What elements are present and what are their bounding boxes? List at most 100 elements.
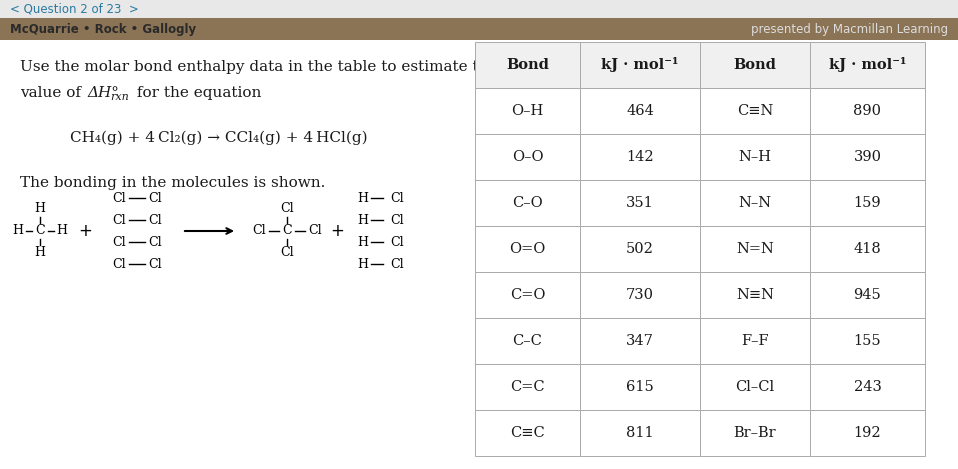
- Text: 347: 347: [627, 334, 654, 348]
- Text: O=O: O=O: [510, 242, 546, 256]
- Text: H: H: [357, 257, 369, 271]
- Text: Cl: Cl: [280, 203, 294, 215]
- Bar: [580, 272, 700, 318]
- Bar: [700, 180, 810, 226]
- Bar: [475, 272, 580, 318]
- Bar: [700, 364, 810, 410]
- Text: 730: 730: [626, 288, 654, 302]
- Text: O–O: O–O: [512, 150, 543, 164]
- Bar: [700, 134, 810, 180]
- Bar: [580, 88, 700, 134]
- Bar: [580, 410, 700, 456]
- Text: 159: 159: [854, 196, 881, 210]
- Text: Cl: Cl: [148, 191, 162, 204]
- Text: H: H: [57, 225, 67, 237]
- Text: H: H: [357, 191, 369, 204]
- Bar: [810, 410, 925, 456]
- Text: C: C: [35, 225, 45, 237]
- Bar: [475, 88, 580, 134]
- Text: +: +: [331, 222, 344, 240]
- Text: 192: 192: [854, 426, 881, 440]
- Text: 390: 390: [854, 150, 881, 164]
- Text: C=C: C=C: [511, 380, 545, 394]
- Text: 351: 351: [627, 196, 654, 210]
- Text: The bonding in the molecules is shown.: The bonding in the molecules is shown.: [20, 176, 326, 190]
- Text: O–H: O–H: [512, 104, 543, 118]
- Text: Cl: Cl: [148, 213, 162, 227]
- Text: presented by Macmillan Learning: presented by Macmillan Learning: [751, 23, 948, 36]
- Text: Bond: Bond: [506, 58, 549, 72]
- Text: 811: 811: [627, 426, 653, 440]
- Text: for the equation: for the equation: [132, 86, 262, 100]
- Text: Bond: Bond: [734, 58, 776, 72]
- Bar: [810, 272, 925, 318]
- Bar: [700, 318, 810, 364]
- Text: N≡N: N≡N: [736, 288, 774, 302]
- Text: 418: 418: [854, 242, 881, 256]
- Text: McQuarrie • Rock • Gallogly: McQuarrie • Rock • Gallogly: [10, 23, 196, 36]
- Bar: [810, 42, 925, 88]
- Text: C: C: [283, 225, 292, 237]
- Text: CH₄(g) + 4 Cl₂(g) → CCl₄(g) + 4 HCl(g): CH₄(g) + 4 Cl₂(g) → CCl₄(g) + 4 HCl(g): [70, 131, 368, 145]
- Text: ΔH°: ΔH°: [88, 86, 120, 100]
- Text: Cl: Cl: [112, 257, 125, 271]
- Text: Cl: Cl: [390, 257, 404, 271]
- Text: Cl: Cl: [280, 247, 294, 259]
- Text: F–F: F–F: [741, 334, 769, 348]
- Text: C=O: C=O: [510, 288, 545, 302]
- Bar: [700, 410, 810, 456]
- Bar: [475, 410, 580, 456]
- Bar: [475, 318, 580, 364]
- Bar: [475, 180, 580, 226]
- Text: H: H: [34, 247, 45, 259]
- Bar: [475, 42, 580, 88]
- Bar: [475, 226, 580, 272]
- Text: Cl: Cl: [390, 235, 404, 249]
- Text: kJ · mol⁻¹: kJ · mol⁻¹: [602, 58, 678, 73]
- Text: Cl: Cl: [112, 213, 125, 227]
- Text: H: H: [357, 235, 369, 249]
- Bar: [810, 134, 925, 180]
- Bar: [700, 226, 810, 272]
- Text: Cl: Cl: [252, 225, 265, 237]
- Text: 243: 243: [854, 380, 881, 394]
- Text: kJ · mol⁻¹: kJ · mol⁻¹: [829, 58, 906, 73]
- Text: Cl: Cl: [112, 235, 125, 249]
- Bar: [700, 272, 810, 318]
- Bar: [475, 364, 580, 410]
- Text: C–O: C–O: [513, 196, 543, 210]
- Bar: [700, 88, 810, 134]
- Text: H: H: [12, 225, 24, 237]
- Bar: [580, 226, 700, 272]
- Bar: [580, 134, 700, 180]
- Text: 502: 502: [627, 242, 654, 256]
- Text: Cl: Cl: [112, 191, 125, 204]
- Text: +: +: [78, 222, 92, 240]
- Bar: [580, 364, 700, 410]
- Text: Use the molar bond enthalpy data in the table to estimate the: Use the molar bond enthalpy data in the …: [20, 60, 497, 74]
- Text: C≡C: C≡C: [510, 426, 545, 440]
- Text: 945: 945: [854, 288, 881, 302]
- Bar: [0, 0, 958, 18]
- Text: Cl–Cl: Cl–Cl: [736, 380, 775, 394]
- Bar: [580, 42, 700, 88]
- Text: 142: 142: [627, 150, 653, 164]
- Text: N–N: N–N: [739, 196, 771, 210]
- Bar: [475, 134, 580, 180]
- Text: H: H: [357, 213, 369, 227]
- Text: Cl: Cl: [148, 235, 162, 249]
- Text: 155: 155: [854, 334, 881, 348]
- Bar: [810, 180, 925, 226]
- Text: 890: 890: [854, 104, 881, 118]
- Text: rxn: rxn: [110, 92, 128, 102]
- Text: 464: 464: [627, 104, 654, 118]
- Text: value of: value of: [20, 86, 86, 100]
- Text: N=N: N=N: [736, 242, 774, 256]
- Bar: [580, 180, 700, 226]
- Bar: [810, 364, 925, 410]
- Text: Cl: Cl: [390, 191, 404, 204]
- Text: Br–Br: Br–Br: [734, 426, 776, 440]
- Bar: [810, 88, 925, 134]
- Text: Cl: Cl: [148, 257, 162, 271]
- Text: Cl: Cl: [308, 225, 322, 237]
